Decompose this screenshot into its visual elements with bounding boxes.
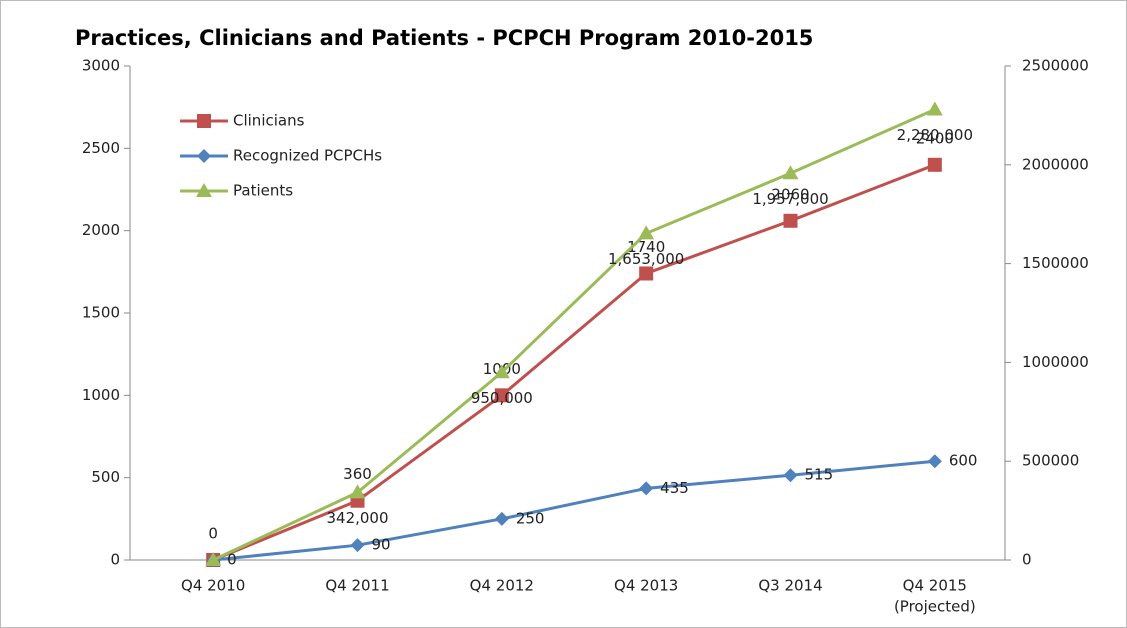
marker (197, 114, 211, 128)
y2-tick-label: 0 (1022, 551, 1032, 569)
data-label: 950,000 (471, 389, 533, 407)
marker (196, 183, 212, 197)
marker (197, 149, 211, 163)
legend-entry: Clinicians (180, 112, 305, 130)
marker (350, 538, 365, 553)
legend-label: Recognized PCPCHs (233, 147, 382, 165)
marker (926, 101, 943, 116)
marker (783, 213, 798, 228)
line (212, 163, 936, 562)
data-label: 250 (516, 509, 545, 527)
legend-entry: Recognized PCPCHs (180, 147, 382, 165)
marker (493, 364, 510, 379)
x-tick-label: Q4 2010 (181, 577, 245, 595)
y-tick-label: 1000 (82, 386, 120, 404)
marker (638, 225, 655, 240)
x-tick-label: Q3 2014 (758, 577, 822, 595)
marker (639, 266, 654, 281)
series: 0 90 250 435 515 600 (206, 452, 977, 569)
data-label: 600 (949, 452, 978, 470)
y-tick-label: 0 (110, 551, 120, 569)
data-label: 0 (227, 551, 237, 569)
data-label: 2060 (771, 185, 809, 203)
x-tick-label: Q4 2011 (325, 577, 389, 595)
data-label: 360 (343, 465, 372, 483)
y2-tick-label: 1000000 (1022, 353, 1089, 371)
legend-entry: Patients (180, 182, 293, 200)
x-tick-label: Q4 2015 (903, 577, 967, 595)
chart-title: Practices, Clinicians and Patients - PCP… (75, 26, 813, 50)
data-label: 1,957,000 (752, 190, 828, 208)
data-label: 342,000 (326, 509, 388, 527)
y-tick-label: 3000 (82, 57, 120, 75)
data-label: 2,280,000 (897, 126, 973, 144)
marker (927, 157, 942, 172)
data-label: 515 (805, 466, 834, 484)
data-label: 435 (660, 479, 689, 497)
marker (783, 468, 798, 483)
data-label: 0 (208, 525, 218, 543)
y-tick-label: 500 (91, 468, 120, 486)
y-tick-label: 1500 (82, 304, 120, 322)
marker (494, 511, 509, 526)
series: 342,000 950,000 1,653,000 1,957,000 2,280,00… (205, 101, 973, 566)
y2-tick-label: 1500000 (1022, 254, 1089, 272)
x-tick-label: Q4 2012 (470, 577, 534, 595)
line (212, 108, 936, 562)
marker (782, 165, 799, 180)
x-tick-label: (Projected) (894, 598, 976, 616)
y2-tick-label: 2500000 (1022, 57, 1089, 75)
marker (494, 388, 509, 403)
x-tick-label: Q4 2013 (614, 577, 678, 595)
marker (927, 454, 942, 469)
data-label: 1,653,000 (608, 250, 684, 268)
y2-tick-label: 500000 (1022, 452, 1079, 470)
data-label: 90 (372, 536, 391, 554)
y-tick-label: 2500 (82, 139, 120, 157)
marker (349, 484, 366, 499)
y2-tick-label: 2000000 (1022, 155, 1089, 173)
marker (639, 481, 654, 496)
marker (205, 552, 222, 566)
data-label: 2400 (916, 129, 954, 147)
legend-label: Patients (233, 182, 293, 200)
y-tick-label: 2000 (82, 221, 120, 239)
legend-label: Clinicians (233, 112, 305, 130)
line (213, 459, 935, 562)
